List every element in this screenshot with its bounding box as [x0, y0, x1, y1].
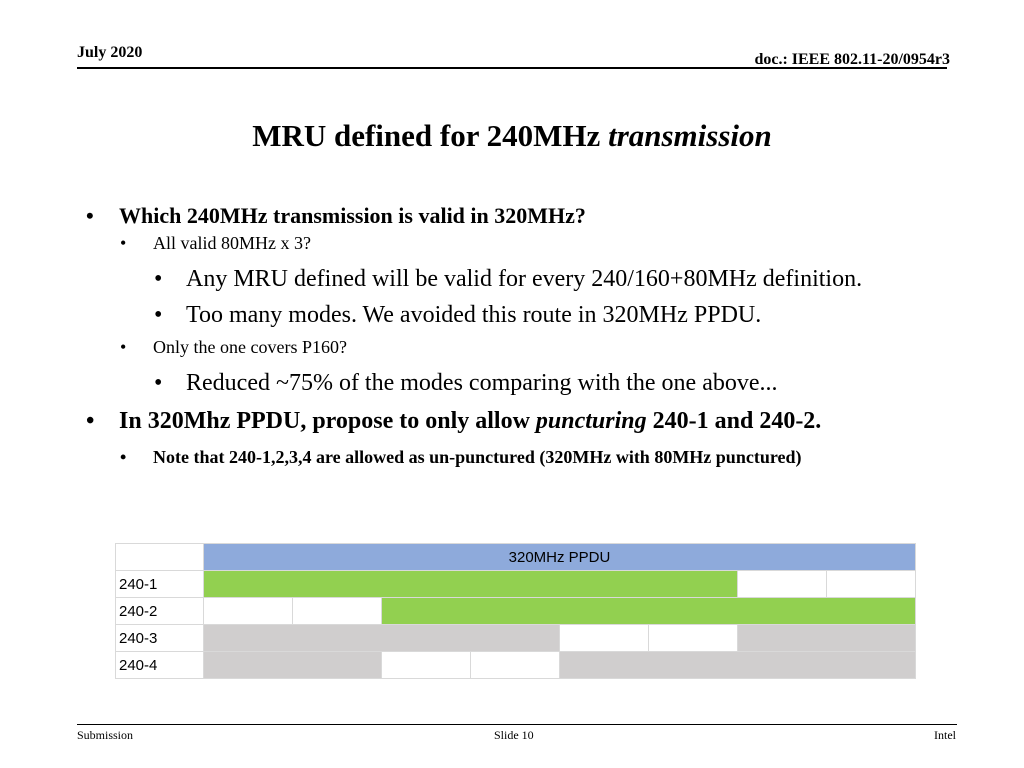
- empty-cell: [292, 597, 382, 625]
- bullet-1-1-1-text: Any MRU defined will be valid for every …: [186, 266, 863, 292]
- bullet-1-2-1: • Reduced ~75% of the modes comparing wi…: [86, 370, 946, 408]
- mru-table: 320MHz PPDU 240-1 240-2 240-3 240-4: [115, 543, 916, 679]
- table-row: 240-4: [115, 651, 916, 679]
- bullet-dot: •: [154, 302, 163, 328]
- bullet-2-italic: puncturing: [535, 408, 647, 434]
- table-row: 240-2: [115, 597, 916, 625]
- bullet-dot: •: [154, 266, 163, 292]
- bullet-list: • Which 240MHz transmission is valid in …: [86, 203, 946, 470]
- table-header-cell: 320MHz PPDU: [203, 543, 916, 571]
- gray-segment: [203, 624, 560, 652]
- green-segment: [381, 597, 916, 625]
- bullet-1-1-1: • Any MRU defined will be valid for ever…: [86, 266, 946, 302]
- row-label: 240-1: [115, 570, 204, 598]
- header-doc-id: doc.: IEEE 802.11-20/0954r3: [754, 51, 950, 68]
- header-date: July 2020: [77, 44, 143, 61]
- gray-segment: [203, 651, 382, 679]
- empty-cell: [826, 570, 916, 598]
- table-corner-cell: [115, 543, 204, 571]
- bullet-dot: •: [120, 447, 127, 467]
- slide-title: MRU defined for 240MHz transmission: [0, 118, 1024, 154]
- bullet-1-1-2-text: Too many modes. We avoided this route in…: [186, 302, 762, 328]
- footer-divider: [77, 724, 957, 725]
- bullet-dot: •: [86, 203, 94, 228]
- empty-cell: [381, 651, 471, 679]
- empty-cell: [470, 651, 560, 679]
- bullet-dot: •: [154, 370, 163, 396]
- bullet-dot: •: [120, 233, 127, 253]
- title-main: MRU defined for 240MHz: [252, 118, 609, 153]
- table-row: 240-1: [115, 570, 916, 598]
- bullet-2-1: • Note that 240-1,2,3,4 are allowed as u…: [86, 444, 873, 470]
- header-divider: [77, 67, 947, 69]
- empty-cell: [648, 624, 738, 652]
- bullet-1-1-text: All valid 80MHz x 3?: [153, 233, 311, 253]
- empty-cell: [559, 624, 649, 652]
- green-segment: [203, 570, 738, 598]
- bullet-dot: •: [86, 408, 95, 434]
- footer-submission: Submission: [77, 728, 134, 742]
- bullet-1-1-2: • Too many modes. We avoided this route …: [86, 302, 946, 337]
- row-label: 240-3: [115, 624, 204, 652]
- empty-cell: [203, 597, 293, 625]
- bullet-1-2-text: Only the one covers P160?: [153, 337, 347, 357]
- bullet-1-2: • Only the one covers P160?: [86, 337, 946, 370]
- footer-company: Intel: [934, 728, 956, 742]
- table-header-row: 320MHz PPDU: [115, 543, 916, 571]
- bullet-dot: •: [120, 337, 127, 357]
- footer-slide-number: Slide 10: [494, 728, 534, 742]
- bullet-2: • In 320Mhz PPDU, propose to only allow …: [86, 408, 946, 444]
- row-label: 240-2: [115, 597, 204, 625]
- bullet-1-2-1-text: Reduced ~75% of the modes comparing with…: [186, 370, 778, 396]
- row-label: 240-4: [115, 651, 204, 679]
- empty-cell: [737, 570, 827, 598]
- gray-segment: [559, 651, 916, 679]
- bullet-1-1: • All valid 80MHz x 3?: [86, 233, 946, 266]
- gray-segment: [737, 624, 916, 652]
- bullet-1-text: Which 240MHz transmission is valid in 32…: [119, 203, 586, 228]
- bullet-2-post: 240-1 and 240-2.: [646, 408, 822, 434]
- table-row: 240-3: [115, 624, 916, 652]
- bullet-1: • Which 240MHz transmission is valid in …: [86, 203, 946, 233]
- title-italic: transmission: [608, 118, 772, 153]
- bullet-2-pre: In 320Mhz PPDU, propose to only allow: [119, 408, 536, 434]
- bullet-2-1-text: Note that 240-1,2,3,4 are allowed as un-…: [153, 447, 802, 467]
